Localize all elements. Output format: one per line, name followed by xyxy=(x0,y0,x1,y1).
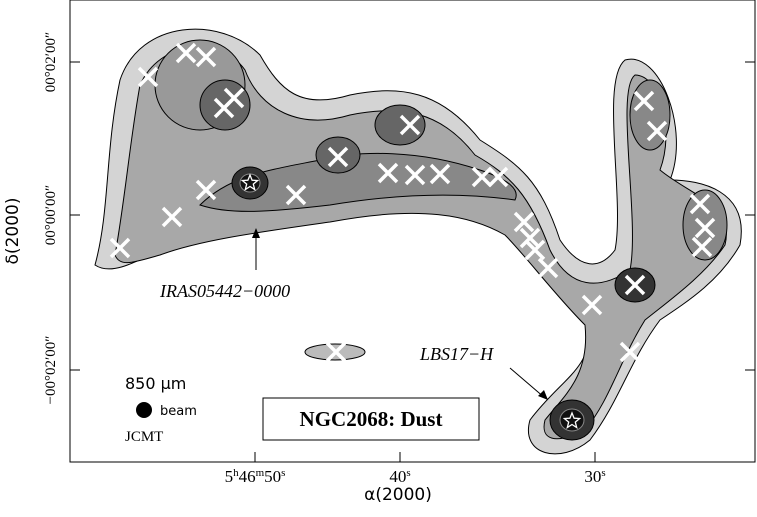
dust-map xyxy=(95,29,741,454)
x-tick-label-part: 40 xyxy=(389,467,406,486)
arrowhead xyxy=(538,390,548,400)
x-tick-label-part: 46 xyxy=(239,467,256,486)
x-tick-label-part: s xyxy=(406,467,410,479)
x-tick-label: 40s xyxy=(389,467,410,486)
y-tick-label: −00°02′00″ xyxy=(43,336,59,405)
x-tick-label-part: s xyxy=(601,467,605,479)
annotation: IRAS05442−0000 xyxy=(159,281,290,301)
annotation: LBS17−H xyxy=(419,344,494,364)
x-tick-label-part: s xyxy=(281,467,285,479)
title: NGC2068: Dust xyxy=(300,407,443,431)
x-axis-label: α(2000) xyxy=(364,485,432,505)
x-tick-label-part: 5 xyxy=(225,467,234,486)
x-tick-label: 5h46m50s xyxy=(225,467,286,486)
figure: 5h46m50s40s30s00°02′00″00°00′00″−00°02′0… xyxy=(0,0,757,512)
x-tick-label-part: 30 xyxy=(584,467,601,486)
annotation: 850 μm xyxy=(125,374,186,393)
y-tick-label: 00°00′00″ xyxy=(43,185,59,246)
arrow xyxy=(510,368,545,398)
annotation: JCMT xyxy=(125,429,163,445)
annotation: beam xyxy=(160,404,197,419)
beam-symbol xyxy=(136,402,152,418)
y-tick-label: 00°02′00″ xyxy=(43,32,59,93)
x-tick-label: 30s xyxy=(584,467,605,486)
clump xyxy=(375,105,425,145)
y-axis-label: δ(2000) xyxy=(3,198,23,265)
x-tick-label-part: 50 xyxy=(264,467,281,486)
